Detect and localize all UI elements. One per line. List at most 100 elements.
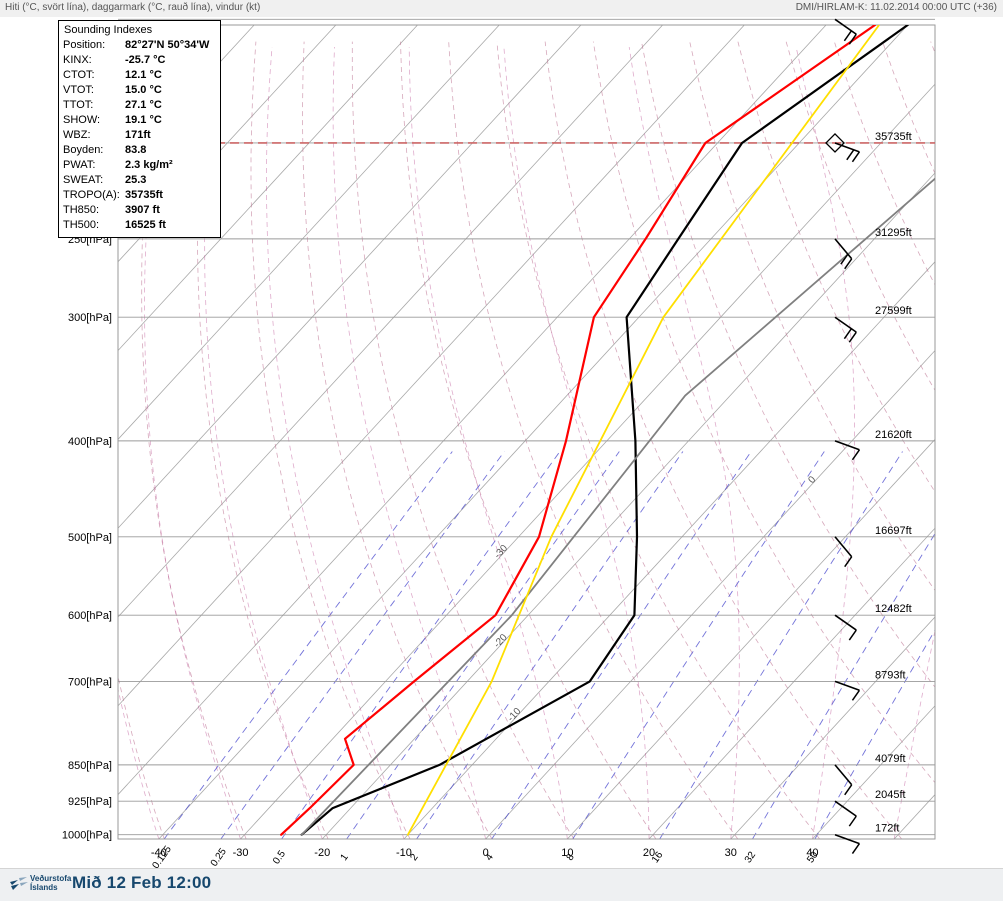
pressure-tick-label: 500[hPa] [68, 532, 112, 544]
sounding-index-row: SWEAT: 25.3 [63, 173, 216, 188]
pressure-axis-labels: 200[hPa]250[hPa]300[hPa]400[hPa]500[hPa]… [62, 138, 112, 842]
temperature-tick-label: 40 [806, 847, 818, 859]
sounding-index-label: Boyden: [63, 144, 104, 156]
wind-barb [834, 18, 857, 45]
sounding-index-label: VTOT: [63, 84, 94, 96]
wind-barb [834, 316, 857, 343]
sounding-index-label: TROPO(A): [63, 189, 120, 201]
temperature-tick-label: 30 [725, 847, 737, 859]
logo-mark-icon [10, 877, 28, 890]
sounding-index-value: 2.3 kg/m² [125, 159, 173, 171]
height-tick-label: 4079ft [875, 753, 906, 765]
sounding-index-row: TH850: 3907 ft [63, 203, 216, 218]
pressure-tick-label: 700[hPa] [68, 676, 112, 688]
height-tick-label: 27599ft [875, 305, 912, 317]
sounding-index-label: WBZ: [63, 129, 91, 141]
sounding-index-label: TH500: [63, 219, 100, 231]
wind-barb [834, 833, 861, 855]
wind-barb [834, 764, 853, 796]
sounding-index-value: 35735ft [125, 189, 163, 201]
curve-wetbulb [407, 25, 880, 836]
sounding-index-row: TTOT: 27.1 °C [63, 98, 216, 113]
sounding-indexes-table: Position: 82°27'N 50°34'W KINX: -25.7 °C CTO… [63, 38, 216, 233]
sounding-index-row: SHOW: 19.1 °C [63, 113, 216, 128]
curve-parcel [300, 177, 935, 836]
isotherm-label: 0 [806, 474, 818, 486]
sounding-index-label: SHOW: [63, 114, 101, 126]
header-caption-left: Hiti (°C, svört lína), daggarmark (°C, r… [5, 2, 261, 13]
vedurstofa-logo: Veðurstofa Íslands [8, 874, 72, 896]
height-axis-labels: 41459ft 35735ft 31295ft 27599ft 21620ft 16697… [875, 17, 912, 835]
sounding-index-value: 82°27'N 50°34'W [125, 39, 210, 51]
sounding-indexes-title: Sounding Indexes [64, 24, 153, 36]
temperature-tick-label: -30 [233, 847, 249, 859]
pressure-tick-label: 600[hPa] [68, 610, 112, 622]
wind-barb [825, 133, 861, 163]
curve-temperature [300, 25, 909, 836]
sounding-index-value: -25.7 °C [125, 54, 166, 66]
temperature-tick-label: -20 [314, 847, 330, 859]
sounding-index-value: 12.1 °C [125, 69, 162, 81]
temperature-tick-label: 0 [483, 847, 489, 859]
height-tick-label: 35735ft [875, 131, 912, 143]
sounding-index-label: KINX: [63, 54, 92, 66]
pressure-tick-label: 850[hPa] [68, 760, 112, 772]
sounding-index-row: KINX: -25.7 °C [63, 53, 216, 68]
sounding-index-row: WBZ: 171ft [63, 128, 216, 143]
wind-barb [834, 238, 853, 270]
logo-line-2: Íslands [30, 883, 58, 892]
temperature-tick-label: 20 [643, 847, 655, 859]
sounding-index-label: Position: [63, 39, 106, 51]
isobar-lines [118, 18, 935, 836]
height-tick-label: 172ft [875, 823, 899, 835]
sounding-index-value: 16525 ft [125, 219, 166, 231]
sounding-index-label: SWEAT: [63, 174, 104, 186]
forecast-timestamp: Mið 12 Feb 12:00 [72, 873, 212, 892]
sounding-index-row: TROPO(A): 35735ft [63, 188, 216, 203]
sounding-index-row: Boyden: 83.8 [63, 143, 216, 158]
sounding-index-value: 27.1 °C [125, 99, 162, 111]
pressure-tick-label: 400[hPa] [68, 436, 112, 448]
wind-barb [834, 680, 861, 701]
header-caption-right: DMI/HIRLAM-K: 11.02.2014 00:00 UTC (+36) [795, 2, 997, 13]
mixing-ratio-label: 8 [565, 852, 577, 863]
pressure-tick-label: 925[hPa] [68, 796, 112, 808]
header-bar: Hiti (°C, svört lína), daggarmark (°C, r… [0, 0, 1003, 18]
pressure-tick-label: 1000[hPa] [62, 830, 112, 842]
sounding-index-row: Position: 82°27'N 50°34'W [63, 38, 216, 53]
height-tick-label: 2045ft [875, 789, 906, 801]
sounding-indexes-panel: Sounding Indexes Position: 82°27'N 50°34'… [58, 20, 221, 238]
mixing-ratio-label: 1 [339, 852, 351, 863]
sounding-index-value: 19.1 °C [125, 114, 162, 126]
height-tick-label: 12482ft [875, 603, 912, 615]
sounding-index-value: 25.3 [125, 174, 147, 186]
plot-frame [117, 24, 936, 840]
wind-barb [834, 614, 857, 641]
sounding-index-value: 3907 ft [125, 204, 160, 216]
pressure-tick-label: 300[hPa] [68, 312, 112, 324]
height-tick-label: 21620ft [875, 429, 912, 441]
curve-dewpoint [280, 25, 877, 836]
temperature-tick-label: 10 [561, 847, 573, 859]
sounding-index-value: 15.0 °C [125, 84, 162, 96]
logo-line-1: Veðurstofa [30, 874, 72, 883]
wind-barb [834, 536, 853, 568]
height-tick-label: 41459ft [875, 17, 912, 19]
mixing-ratio-label: 4 [484, 852, 496, 863]
height-tick-label: 31295ft [875, 227, 912, 239]
sounding-index-label: TH850: [63, 204, 100, 216]
wind-barb-column[interactable] [825, 18, 861, 855]
sounding-index-value: 83.8 [125, 144, 147, 156]
sounding-index-value: 171ft [125, 129, 151, 141]
temperature-axis-labels: -40 -30 -20 -10 0 10 20 30 40 [151, 847, 819, 859]
height-tick-label: 8793ft [875, 669, 906, 681]
height-tick-label: 16697ft [875, 525, 912, 537]
mixing-ratio-label: 2 [408, 852, 420, 863]
sounding-index-row: PWAT: 2.3 kg/m² [63, 158, 216, 173]
sounding-index-row: CTOT: 12.1 °C [63, 68, 216, 83]
sounding-index-row: TH500: 16525 ft [63, 218, 216, 233]
sounding-index-row: VTOT: 15.0 °C [63, 83, 216, 98]
temperature-tick-label: -40 [151, 847, 167, 859]
status-bar: Veðurstofa Íslands Mið 12 Feb 12:00 [0, 868, 1003, 901]
sounding-index-label: CTOT: [63, 69, 95, 81]
